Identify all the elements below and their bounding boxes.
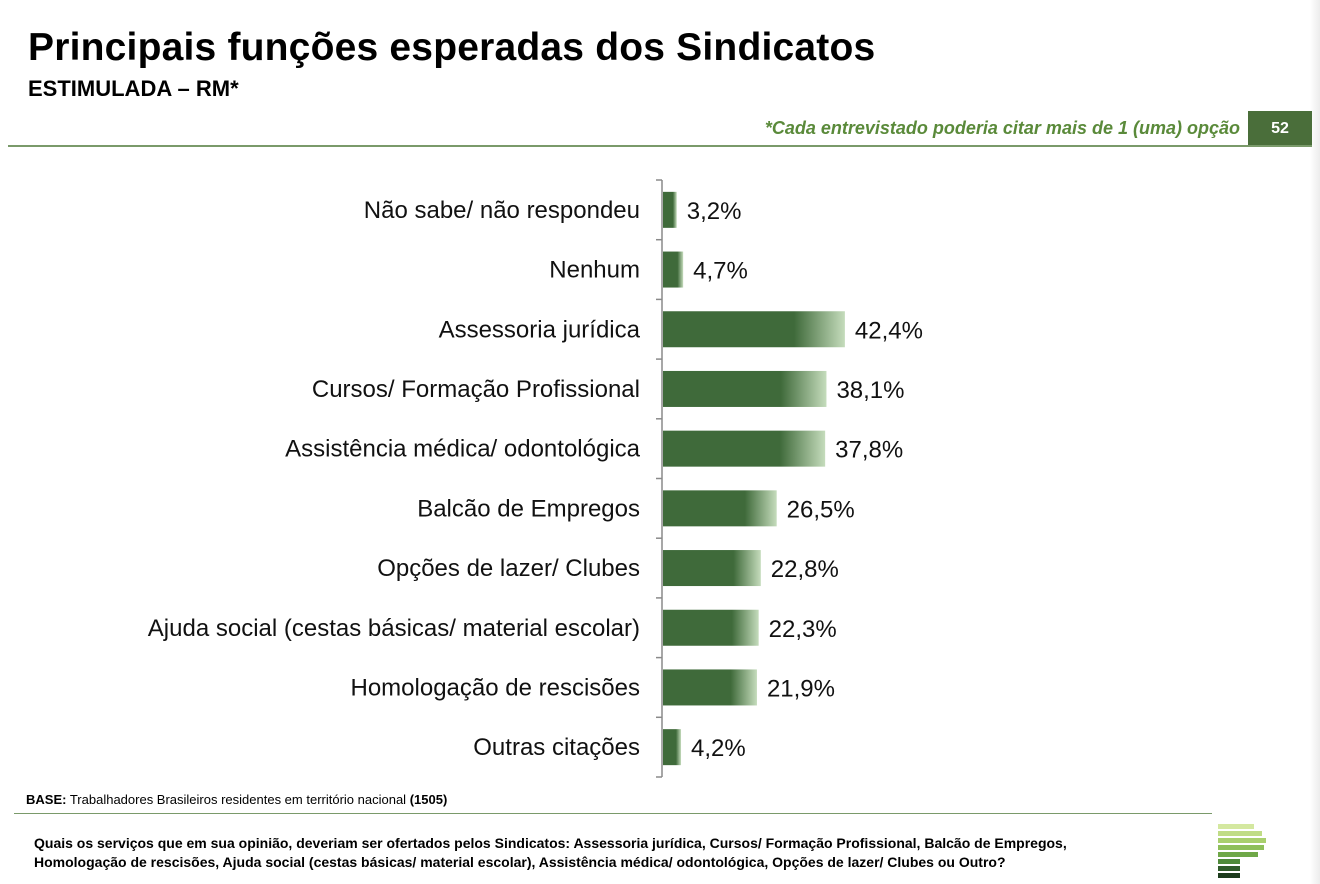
bar <box>663 311 845 348</box>
base-label: BASE: <box>26 792 67 807</box>
value-label: 4,7% <box>693 258 748 285</box>
category-label: Outras citações <box>473 734 640 761</box>
base-text: Trabalhadores Brasileiros residentes em … <box>69 792 407 807</box>
chart-axis <box>656 179 663 778</box>
category-label: Opções de lazer/ Clubes <box>377 555 640 582</box>
value-label: 4,2% <box>691 735 746 762</box>
value-label: 38,1% <box>836 377 904 404</box>
multiple-answer-note: *Cada entrevistado poderia citar mais de… <box>764 118 1240 138</box>
value-label: 26,5% <box>787 496 855 523</box>
bar <box>663 370 827 407</box>
category-label: Assistência médica/ odontológica <box>285 436 641 463</box>
value-label: 42,4% <box>855 317 923 344</box>
base-note: BASE: Trabalhadores Brasileiros resident… <box>26 792 447 807</box>
category-label: Homologação de rescisões <box>351 674 641 701</box>
bar <box>663 191 677 228</box>
value-label: 3,2% <box>687 198 742 225</box>
bar <box>663 669 757 706</box>
value-label: 21,9% <box>767 675 835 702</box>
value-label: 37,8% <box>835 437 903 464</box>
brand-logo-icon <box>1218 824 1266 878</box>
bar <box>663 609 759 646</box>
page-edge-shadow <box>1310 0 1320 884</box>
category-label: Não sabe/ não respondeu <box>364 197 640 224</box>
category-label: Assessoria jurídica <box>439 316 641 343</box>
header-divider <box>8 145 1312 147</box>
bar <box>663 550 761 587</box>
category-label: Ajuda social (cestas básicas/ material e… <box>148 615 640 642</box>
bar-chart: Não sabe/ não respondeu 3,2% Nenhum 4,7% Ass… <box>148 179 923 778</box>
page-number-badge: 52 <box>1248 111 1312 146</box>
bar <box>663 251 684 288</box>
category-label: Balcão de Empregos <box>417 495 640 522</box>
footer-divider <box>14 813 1212 814</box>
value-label: 22,8% <box>771 556 839 583</box>
survey-question: Quais os serviços que em sua opinião, de… <box>34 835 1067 870</box>
bar <box>663 430 826 467</box>
base-count: (1505) <box>409 792 448 807</box>
chart-bars <box>663 191 845 766</box>
value-label: 22,3% <box>769 616 837 643</box>
chart-labels: Não sabe/ não respondeu 3,2% Nenhum 4,7% Ass… <box>148 197 923 762</box>
category-label: Nenhum <box>549 257 640 284</box>
category-label: Cursos/ Formação Profissional <box>312 376 640 403</box>
bar <box>663 729 682 766</box>
bar <box>663 490 777 527</box>
page-title: Principais funções esperadas dos Sindica… <box>28 26 876 69</box>
page-subtitle: ESTIMULADA – RM* <box>28 76 239 101</box>
